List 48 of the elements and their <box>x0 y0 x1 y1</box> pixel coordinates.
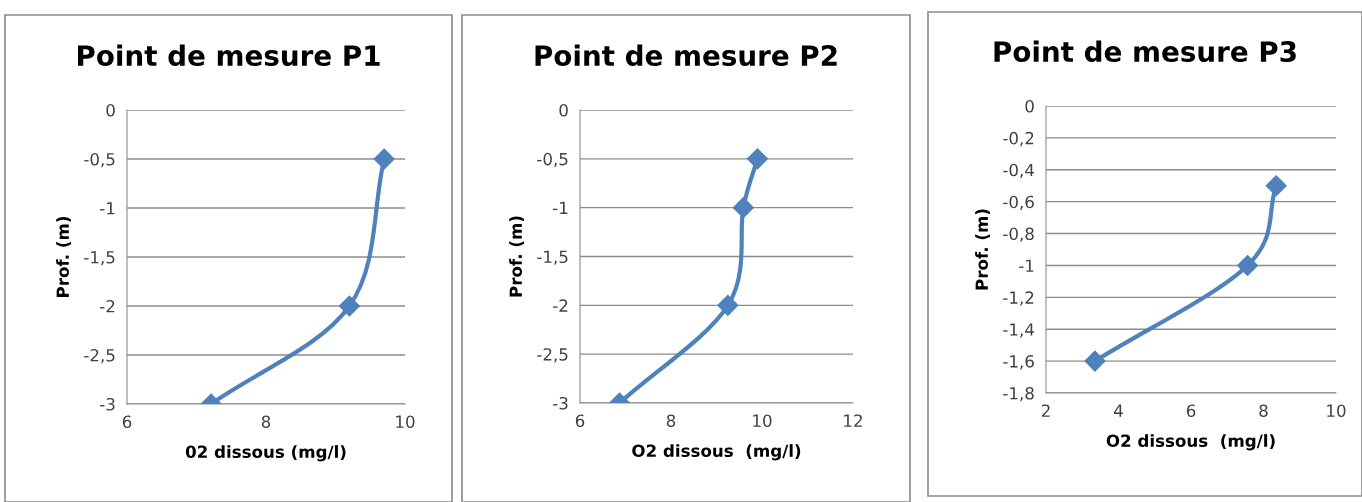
y-tick-label: -0,6 <box>1003 195 1034 210</box>
y-tick-label: -1,5 <box>84 251 115 266</box>
y-tick-label: -1,8 <box>1003 386 1034 402</box>
y-tick-label: -2,5 <box>84 348 115 364</box>
y-tick-label: -1 <box>553 201 568 214</box>
y-tick-label: -2 <box>100 299 115 313</box>
x-axis-title: 02 dissous (mg/l) <box>185 445 346 462</box>
x-tick-label: 12 <box>844 414 862 427</box>
y-tick-label: -3 <box>553 396 568 410</box>
x-axis-title: O2 dissous (mg/l) <box>632 444 801 461</box>
chart-title: Point de mesure P1 <box>78 44 380 67</box>
y-tick-label: -1,4 <box>1003 323 1034 338</box>
y-tick-label: -2,5 <box>537 348 568 363</box>
x-tick-label: 4 <box>1114 404 1123 417</box>
y-tick-label: 0 <box>106 103 115 117</box>
y-tick-label: -1,5 <box>537 250 568 265</box>
x-tick-label: 8 <box>261 415 271 429</box>
y-axis-title: Prof. (m) <box>975 209 990 290</box>
y-tick-label: -0,5 <box>537 152 568 168</box>
y-tick-label: -3 <box>100 397 115 411</box>
y-axis-title: Prof. (m) <box>509 216 524 297</box>
x-tick-label: 10 <box>396 415 415 429</box>
y-tick-label: -0,5 <box>84 152 115 168</box>
point <box>1084 350 1106 372</box>
x-tick-label: 6 <box>122 415 132 429</box>
chart-title: Point de mesure P2 <box>535 44 837 67</box>
x-tick-label: 8 <box>666 414 676 428</box>
y-axis-title: Prof. (m) <box>56 216 71 297</box>
x-tick-label: 6 <box>1186 404 1196 418</box>
y-tick-label: -2 <box>553 299 568 312</box>
y-tick-label: -1,6 <box>1003 355 1034 370</box>
y-tick-label: -0,8 <box>1003 227 1034 242</box>
y-tick-label: 0 <box>559 103 568 117</box>
y-tick-label: 0 <box>1025 99 1034 113</box>
x-tick-label: 10 <box>1327 404 1346 418</box>
x-tick-label: 10 <box>753 414 772 428</box>
point <box>1265 175 1287 197</box>
y-tick-label: -0,2 <box>1003 131 1034 147</box>
y-tick-label: -1 <box>100 202 115 215</box>
x-axis-title: O2 dissous (mg/l) <box>1106 434 1275 451</box>
x-tick-label: 8 <box>1259 404 1268 418</box>
y-tick-label: -1,2 <box>1003 291 1034 306</box>
x-tick-label: 6 <box>575 414 585 428</box>
x-tick-label: 2 <box>1041 404 1050 417</box>
y-tick-label: -1 <box>1019 259 1034 272</box>
y-tick-label: -0,4 <box>1003 163 1034 179</box>
point <box>1237 254 1259 276</box>
chart-title: Point de mesure P3 <box>994 40 1296 63</box>
